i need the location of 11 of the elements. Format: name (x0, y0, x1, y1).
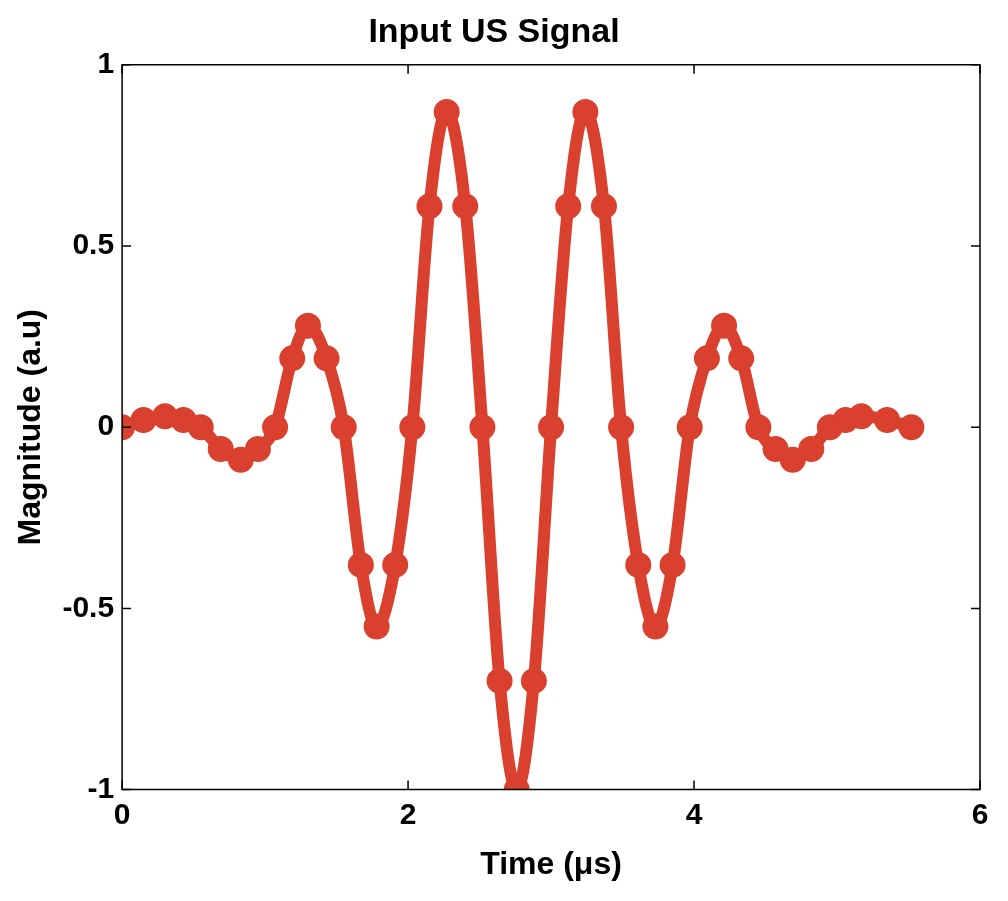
x-tick-label: 2 (399, 796, 417, 830)
y-tick-label: 1 (97, 46, 115, 80)
y-tick-label: -1 (87, 770, 115, 804)
y-tick-label: -0.5 (62, 589, 115, 623)
x-tick-label: 6 (971, 796, 989, 830)
y-tick-label: 0.5 (72, 227, 115, 261)
y-axis-title: Magnitude (a.u) (11, 308, 48, 546)
x-axis-title: Time (μs) (480, 844, 622, 881)
x-tick-label: 4 (685, 796, 703, 830)
y-tick-label: 0 (97, 408, 115, 442)
chart-title: Input US Signal (368, 10, 620, 49)
